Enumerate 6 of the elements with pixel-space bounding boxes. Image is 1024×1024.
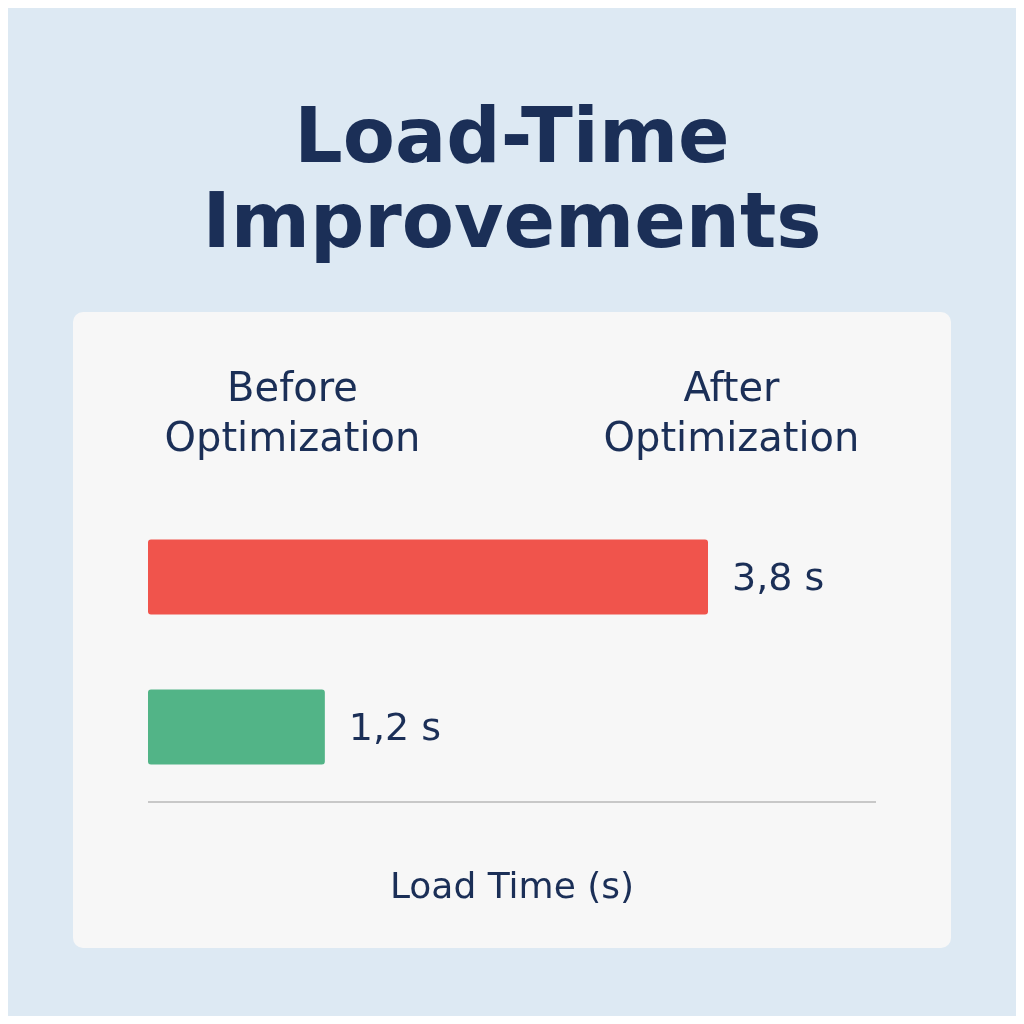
data-label: 3,8 s (732, 555, 825, 600)
chart-title: Load-Time Improvements (201, 91, 823, 266)
data-label: 1,2 s (348, 705, 442, 750)
x-axis-title: Load Time (s) (389, 864, 635, 906)
text: Before Optimization (163, 363, 422, 462)
text: After Optimization (602, 363, 861, 462)
